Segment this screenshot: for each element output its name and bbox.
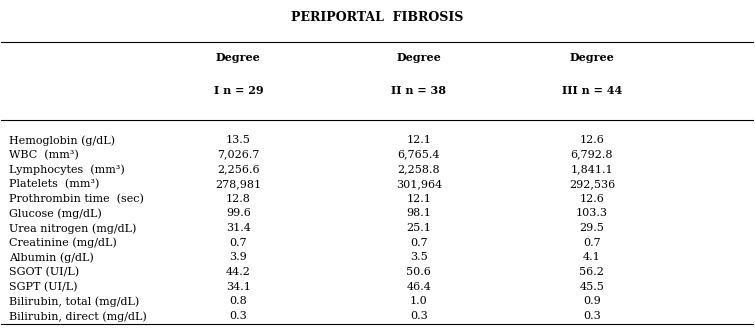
Text: Albumin (g/dL): Albumin (g/dL) — [9, 252, 94, 263]
Text: 98.1: 98.1 — [406, 208, 431, 218]
Text: 2,256.6: 2,256.6 — [217, 164, 260, 174]
Text: PERIPORTAL  FIBROSIS: PERIPORTAL FIBROSIS — [291, 11, 464, 24]
Text: 6,765.4: 6,765.4 — [398, 150, 440, 160]
Text: 1,841.1: 1,841.1 — [571, 164, 613, 174]
Text: 0.9: 0.9 — [583, 296, 601, 306]
Text: 12.8: 12.8 — [226, 194, 251, 204]
Text: 12.6: 12.6 — [579, 194, 604, 204]
Text: Lymphocytes  (mm³): Lymphocytes (mm³) — [9, 164, 125, 175]
Text: 50.6: 50.6 — [406, 267, 431, 277]
Text: 0.7: 0.7 — [230, 238, 247, 248]
Text: I n = 29: I n = 29 — [214, 85, 263, 96]
Text: 0.7: 0.7 — [583, 238, 601, 248]
Text: 46.4: 46.4 — [406, 282, 431, 292]
Text: 12.6: 12.6 — [579, 135, 604, 145]
Text: Creatinine (mg/dL): Creatinine (mg/dL) — [9, 238, 117, 248]
Text: 34.1: 34.1 — [226, 282, 251, 292]
Text: II n = 38: II n = 38 — [391, 85, 446, 96]
Text: WBC  (mm³): WBC (mm³) — [9, 150, 79, 160]
Text: 44.2: 44.2 — [226, 267, 251, 277]
Text: Glucose (mg/dL): Glucose (mg/dL) — [9, 208, 102, 219]
Text: Degree: Degree — [396, 52, 441, 63]
Text: 6,792.8: 6,792.8 — [571, 150, 613, 160]
Text: III n = 44: III n = 44 — [562, 85, 622, 96]
Text: 3.5: 3.5 — [410, 252, 428, 263]
Text: 31.4: 31.4 — [226, 223, 251, 233]
Text: 99.6: 99.6 — [226, 208, 251, 218]
Text: 25.1: 25.1 — [406, 223, 431, 233]
Text: 1.0: 1.0 — [410, 296, 428, 306]
Text: Hemoglobin (g/dL): Hemoglobin (g/dL) — [9, 135, 115, 145]
Text: 29.5: 29.5 — [579, 223, 604, 233]
Text: 0.3: 0.3 — [230, 311, 247, 321]
Text: Degree: Degree — [216, 52, 260, 63]
Text: SGOT (UI/L): SGOT (UI/L) — [9, 267, 79, 277]
Text: 0.3: 0.3 — [583, 311, 601, 321]
Text: 301,964: 301,964 — [396, 179, 442, 189]
Text: SGPT (UI/L): SGPT (UI/L) — [9, 282, 78, 292]
Text: 7,026.7: 7,026.7 — [217, 150, 260, 160]
Text: Degree: Degree — [569, 52, 615, 63]
Text: 45.5: 45.5 — [579, 282, 604, 292]
Text: 278,981: 278,981 — [215, 179, 261, 189]
Text: 103.3: 103.3 — [576, 208, 608, 218]
Text: 56.2: 56.2 — [579, 267, 604, 277]
Text: 292,536: 292,536 — [569, 179, 615, 189]
Text: 12.1: 12.1 — [406, 194, 431, 204]
Text: 0.7: 0.7 — [410, 238, 427, 248]
Text: 13.5: 13.5 — [226, 135, 251, 145]
Text: Platelets  (mm³): Platelets (mm³) — [9, 179, 100, 189]
Text: Prothrombin time  (sec): Prothrombin time (sec) — [9, 194, 143, 204]
Text: Bilirubin, direct (mg/dL): Bilirubin, direct (mg/dL) — [9, 311, 146, 322]
Text: 12.1: 12.1 — [406, 135, 431, 145]
Text: 4.1: 4.1 — [583, 252, 601, 263]
Text: 3.9: 3.9 — [230, 252, 247, 263]
Text: 0.3: 0.3 — [410, 311, 428, 321]
Text: Bilirubin, total (mg/dL): Bilirubin, total (mg/dL) — [9, 296, 139, 307]
Text: Urea nitrogen (mg/dL): Urea nitrogen (mg/dL) — [9, 223, 137, 234]
Text: 2,258.8: 2,258.8 — [398, 164, 440, 174]
Text: 0.8: 0.8 — [230, 296, 247, 306]
